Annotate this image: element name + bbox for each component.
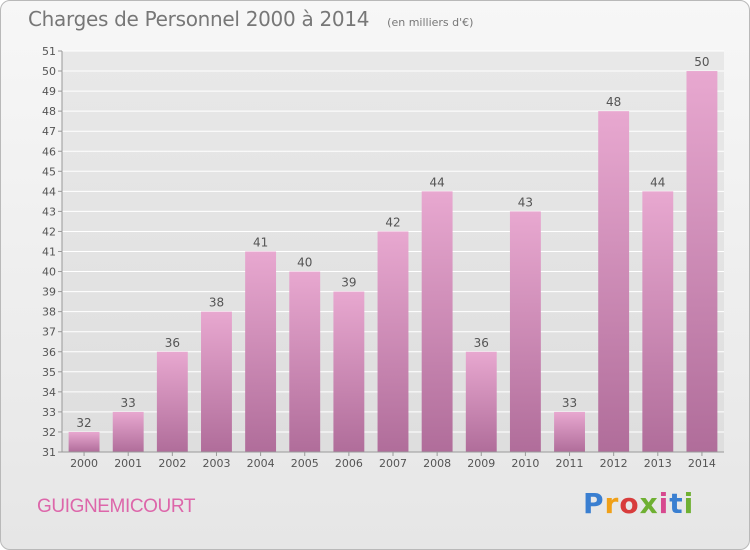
y-tick-label: 44 — [42, 185, 56, 198]
data-label: 40 — [297, 256, 312, 270]
y-tick-label: 34 — [42, 386, 56, 399]
y-tick-label: 42 — [42, 225, 56, 238]
data-label: 36 — [165, 336, 180, 350]
data-label: 33 — [121, 396, 136, 410]
data-label: 41 — [253, 236, 268, 250]
bar — [289, 271, 321, 452]
y-tick-label: 43 — [42, 205, 56, 218]
data-label: 38 — [209, 296, 224, 310]
y-tick-label: 37 — [42, 326, 56, 339]
y-tick-label: 51 — [42, 45, 56, 58]
bar — [333, 291, 365, 452]
x-tick-label: 2008 — [423, 457, 451, 470]
x-tick-label: 2000 — [70, 457, 98, 470]
logo-letter: x — [639, 487, 659, 520]
data-label: 44 — [650, 175, 665, 189]
unit-note: (en milliers d'€) — [387, 16, 474, 29]
y-tick-label: 50 — [42, 65, 56, 78]
data-label: 39 — [341, 276, 356, 290]
data-label: 33 — [562, 396, 577, 410]
bar — [686, 71, 718, 453]
y-tick-label: 47 — [42, 125, 56, 138]
logo-letter: P — [583, 487, 605, 520]
bar — [377, 231, 409, 452]
bar — [465, 351, 497, 452]
data-label: 44 — [429, 175, 444, 189]
logo-letter: t — [669, 487, 684, 520]
logo-letter: i — [683, 487, 695, 520]
bar — [245, 251, 277, 452]
logo-letter: r — [604, 487, 620, 520]
y-tick-label: 45 — [42, 165, 56, 178]
y-tick-label: 49 — [42, 85, 56, 98]
bar — [421, 191, 453, 452]
x-tick-label: 2012 — [600, 457, 628, 470]
y-tick-label: 41 — [42, 246, 56, 259]
data-label: 42 — [385, 215, 400, 229]
bar — [598, 111, 630, 453]
x-tick-label: 2003 — [202, 457, 230, 470]
y-tick-label: 31 — [42, 446, 56, 459]
x-tick-label: 2007 — [379, 457, 407, 470]
data-label: 48 — [606, 95, 621, 109]
bar — [201, 311, 232, 452]
y-tick-label: 32 — [42, 426, 56, 439]
x-tick-label: 2009 — [467, 457, 495, 470]
data-label: 32 — [76, 416, 91, 430]
y-tick-label: 33 — [42, 406, 56, 419]
y-tick-label: 38 — [42, 306, 56, 319]
data-label: 50 — [694, 55, 709, 69]
x-tick-label: 2005 — [291, 457, 319, 470]
x-tick-label: 2013 — [644, 457, 672, 470]
y-tick-label: 36 — [42, 346, 56, 359]
bar — [509, 211, 541, 452]
y-tick-label: 39 — [42, 286, 56, 299]
bar — [156, 351, 188, 452]
y-tick-label: 48 — [42, 105, 56, 118]
bar — [642, 191, 674, 452]
chart-title-text: Charges de Personnel 2000 à 2014 — [28, 7, 370, 31]
bar — [554, 411, 585, 452]
logo-letter: o — [619, 487, 640, 520]
logo-letter: i — [658, 487, 670, 520]
x-tick-label: 2002 — [158, 457, 186, 470]
y-tick-label: 35 — [42, 366, 56, 379]
x-tick-label: 2011 — [556, 457, 584, 470]
bar — [112, 411, 144, 452]
x-tick-label: 2004 — [247, 457, 275, 470]
town-name: GUIGNEMICOURT — [37, 496, 196, 517]
proxiti-logo[interactable]: Proxiti — [583, 487, 694, 520]
x-tick-label: 2001 — [114, 457, 142, 470]
bar — [68, 431, 100, 452]
chart-title: Charges de Personnel 2000 à 2014 (en mill… — [28, 7, 473, 31]
x-tick-label: 2006 — [335, 457, 363, 470]
x-tick-label: 2014 — [688, 457, 716, 470]
data-label: 43 — [518, 195, 533, 209]
data-label: 36 — [474, 336, 489, 350]
y-tick-label: 46 — [42, 145, 56, 158]
x-tick-label: 2010 — [511, 457, 539, 470]
y-tick-label: 40 — [42, 266, 56, 279]
